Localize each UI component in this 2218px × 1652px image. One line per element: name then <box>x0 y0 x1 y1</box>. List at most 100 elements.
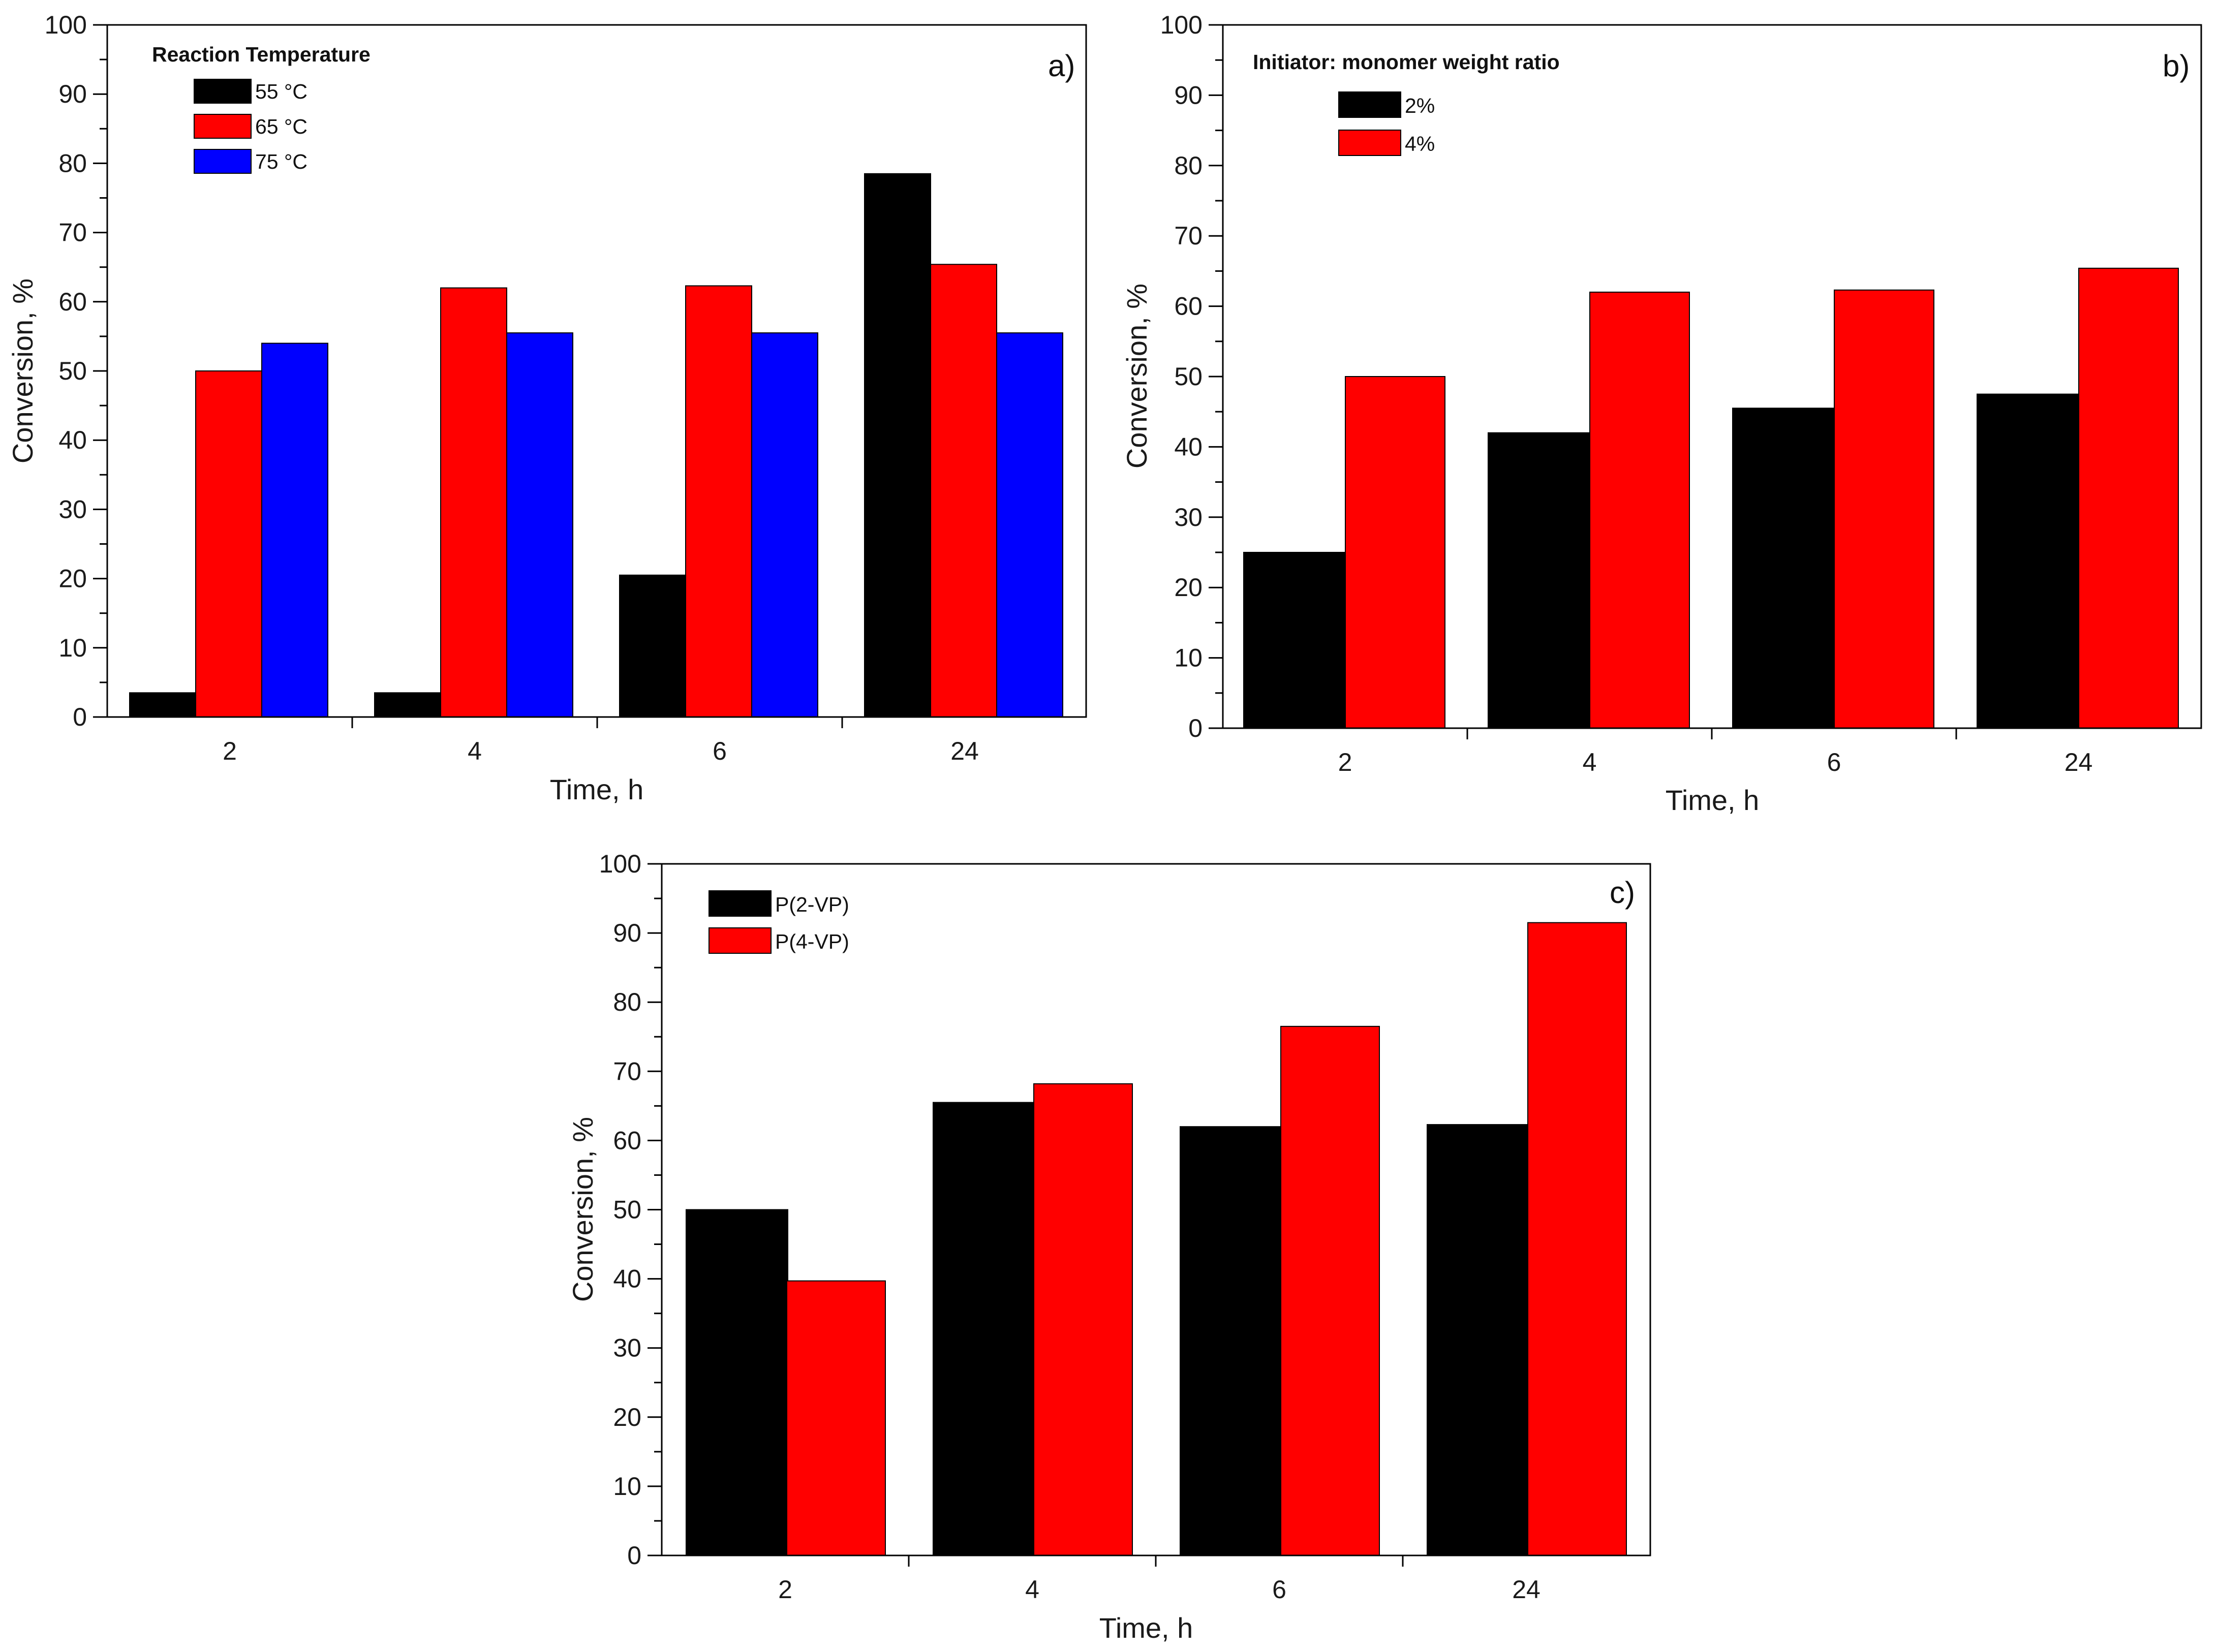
y-tick-label: 70 <box>613 1057 641 1085</box>
panel-label: c) <box>1610 876 1635 910</box>
y-tick-label: 0 <box>73 703 87 731</box>
y-tick-label: 50 <box>613 1196 641 1224</box>
legend-label: P(2-VP) <box>775 893 849 916</box>
x-axis-title: Time, h <box>1666 784 1760 816</box>
legend-label: 4% <box>1405 132 1435 155</box>
legend: Reaction Temperature 55 °C 65 °C 75 °C <box>152 43 371 174</box>
x-axis-title: Time, h <box>550 773 644 805</box>
x-tick-label: 4 <box>1583 748 1597 776</box>
bar-2-4 <box>1488 432 1590 729</box>
y-tick-label: 100 <box>1160 11 1203 39</box>
bar-2-2 <box>1243 552 1346 729</box>
legend-label: P(4-VP) <box>775 930 849 953</box>
y-tick-label: 30 <box>613 1334 641 1362</box>
panel-label: a) <box>1048 49 1075 83</box>
y-tick-label: 90 <box>58 80 87 108</box>
y-tick-label: 90 <box>613 919 641 947</box>
y-tick-label: 10 <box>58 634 87 662</box>
x-tick-label: 6 <box>713 737 727 765</box>
bar-55c-2 <box>129 692 196 718</box>
bar-65c-4 <box>440 287 507 718</box>
y-tick-label: 70 <box>58 219 87 247</box>
bar-65c-24 <box>930 264 997 718</box>
bar-55c-6 <box>619 574 686 718</box>
bar-4-4 <box>1589 291 1690 729</box>
x-tick-label: 2 <box>1338 748 1352 776</box>
bar-p4vp-24 <box>1527 922 1627 1556</box>
legend-title: Initiator: monomer weight ratio <box>1253 50 1560 74</box>
y-tick-label: 80 <box>58 149 87 177</box>
y-tick-label: 10 <box>1174 644 1203 672</box>
y-tick-label: 0 <box>627 1541 641 1570</box>
bar-p4vp-4 <box>1033 1083 1133 1556</box>
panel-label: b) <box>2163 49 2190 83</box>
bar-p2vp-24 <box>1427 1124 1529 1556</box>
x-tick-label: 6 <box>1272 1575 1286 1604</box>
y-tick-label: 70 <box>1174 222 1203 250</box>
bar-65c-6 <box>685 285 752 718</box>
y-tick-label: 40 <box>613 1265 641 1293</box>
bar-4-6 <box>1834 289 1934 729</box>
y-tick-label: 80 <box>613 988 641 1016</box>
y-tick-label: 50 <box>1174 362 1203 391</box>
y-tick-label: 20 <box>58 565 87 593</box>
bar-p2vp-2 <box>686 1209 788 1556</box>
bar-p4vp-6 <box>1280 1025 1380 1556</box>
y-tick-label: 60 <box>58 288 87 316</box>
legend-swatch <box>1338 91 1401 118</box>
legend-label: 75 °C <box>255 150 307 173</box>
legend-label: 55 °C <box>255 80 307 103</box>
y-tick-label: 60 <box>613 1126 641 1155</box>
bar-55c-24 <box>864 173 931 718</box>
y-tick-label: 30 <box>1174 503 1203 532</box>
bar-p2vp-4 <box>933 1102 1035 1556</box>
legend: Initiator: monomer weight ratio 2% 4% <box>1253 50 1560 156</box>
legend-swatch <box>194 114 252 139</box>
x-tick-label: 24 <box>1512 1575 1541 1604</box>
bar-55c-4 <box>374 692 441 718</box>
y-tick-label: 80 <box>1174 151 1203 180</box>
x-tick-label: 24 <box>950 737 979 765</box>
x-tick-label: 6 <box>1827 748 1841 776</box>
legend-title: Reaction Temperature <box>152 43 371 66</box>
y-tick-label: 50 <box>58 357 87 385</box>
bar-75c-6 <box>751 332 818 718</box>
y-axis-title: Conversion, % <box>1121 284 1153 469</box>
y-tick-label: 100 <box>599 850 641 878</box>
y-tick-label: 40 <box>1174 432 1203 461</box>
x-tick-label: 4 <box>468 737 482 765</box>
bar-p2vp-6 <box>1180 1126 1282 1556</box>
bar-p4vp-2 <box>786 1280 886 1556</box>
x-tick-label: 4 <box>1025 1575 1039 1604</box>
legend-swatch <box>194 79 252 104</box>
legend-label: 2% <box>1405 94 1435 117</box>
y-axis-title: Conversion, % <box>567 1117 599 1302</box>
legend-swatch <box>1338 130 1401 156</box>
y-tick-label: 40 <box>58 426 87 454</box>
y-tick-label: 90 <box>1174 81 1203 109</box>
bar-4-24 <box>2078 267 2179 729</box>
bar-4-2 <box>1345 376 1445 729</box>
y-tick-label: 10 <box>613 1472 641 1501</box>
bar-75c-2 <box>261 342 328 718</box>
bar-2-24 <box>1977 393 2079 729</box>
y-tick-label: 20 <box>1174 573 1203 602</box>
y-tick-label: 100 <box>45 11 87 39</box>
bar-2-6 <box>1732 408 1835 729</box>
legend-swatch <box>708 927 772 954</box>
legend-swatch <box>708 890 772 917</box>
legend: P(2-VP) P(4-VP) <box>708 890 849 954</box>
x-tick-label: 24 <box>2065 748 2093 776</box>
legend-label: 65 °C <box>255 115 307 138</box>
y-axis-title: Conversion, % <box>7 278 39 463</box>
bar-75c-24 <box>996 332 1063 718</box>
y-tick-label: 60 <box>1174 292 1203 321</box>
x-tick-label: 2 <box>778 1575 792 1604</box>
y-tick-label: 0 <box>1188 714 1203 742</box>
legend-swatch <box>194 149 252 174</box>
y-tick-label: 20 <box>613 1403 641 1431</box>
bar-75c-4 <box>506 332 573 718</box>
